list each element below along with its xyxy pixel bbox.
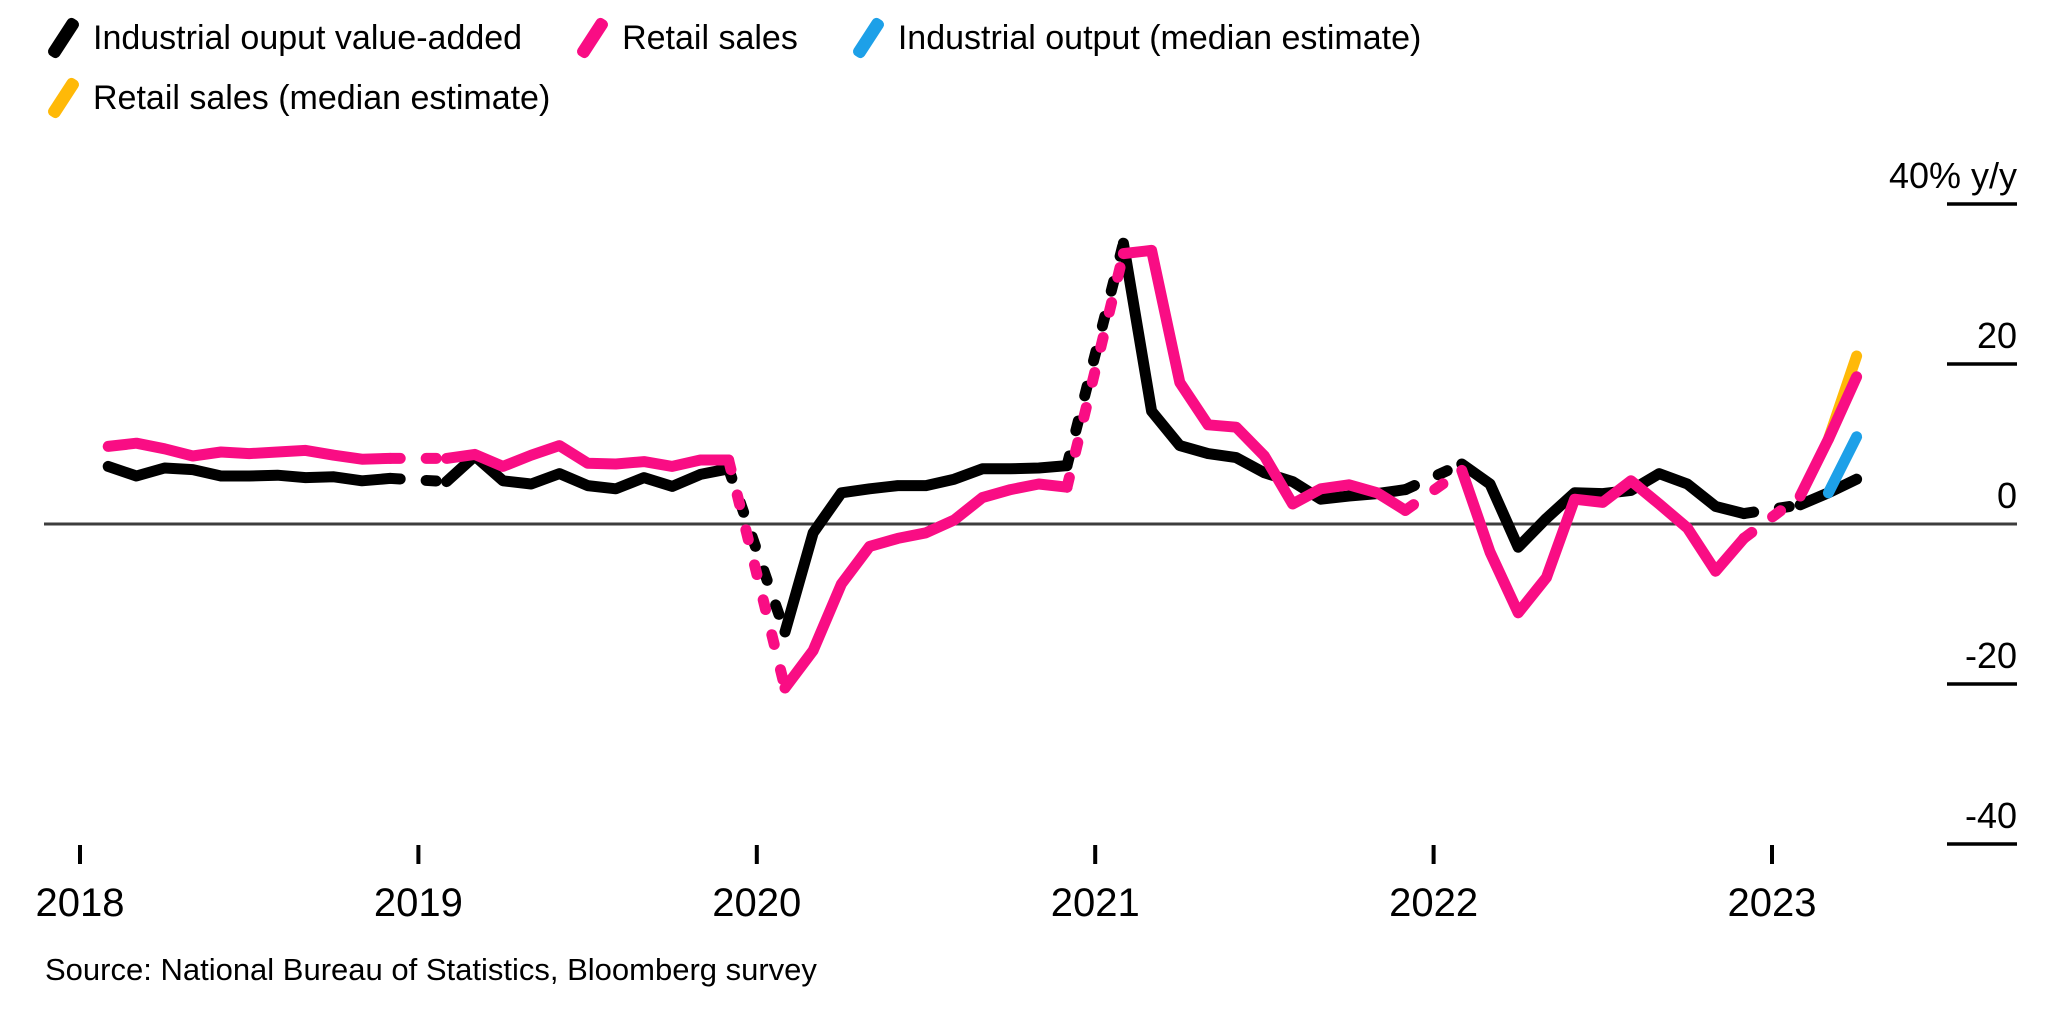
- series-segment-dashed: [723, 454, 791, 694]
- y-tick-label: 40% y/y: [1889, 155, 2017, 196]
- series-segment-dashed: [1738, 499, 1806, 520]
- series-segment-solid: [1456, 464, 1750, 619]
- y-tick-label: -40: [1965, 795, 2017, 836]
- series-segment-dashed: [723, 463, 791, 638]
- series-segment-solid: [1822, 431, 1863, 499]
- legend-label: Retail sales (median estimate): [93, 79, 551, 117]
- x-tick-label: 2021: [1051, 881, 1140, 925]
- series-retail-sales-actual: [102, 244, 1863, 694]
- series-segment-solid: [1117, 237, 1411, 505]
- x-tick-label: 2019: [374, 881, 463, 925]
- series-segment-dashed: [384, 472, 453, 488]
- legend-item-industrial-output-actual: Industrial ouput value-added: [45, 12, 522, 64]
- series-segment-solid: [1794, 371, 1863, 502]
- series-segment-solid: [779, 460, 1073, 638]
- legend-slash-icon: [45, 72, 81, 124]
- legend-label: Industrial ouput value-added: [93, 19, 523, 57]
- series-segment-solid: [1456, 458, 1750, 553]
- series-industrial-output-estimate: [1822, 431, 1863, 499]
- legend-row: Retail sales (median estimate): [45, 68, 1473, 128]
- legend-item-retail-sales-actual: Retail sales: [574, 12, 798, 64]
- legend-row: Industrial ouput value-added Retail sales…: [45, 8, 1473, 68]
- series-segment-dashed: [1399, 464, 1468, 516]
- source-note: Source: National Bureau of Statistics, B…: [45, 952, 817, 987]
- legend-label: Retail sales: [622, 19, 798, 57]
- y-axis: 40% y/y 20 0 -20 -40: [1889, 155, 2017, 846]
- legend-item-retail-sales-estimate: Retail sales (median estimate): [45, 72, 550, 124]
- legend-label: Industrial output (median estimate): [897, 19, 1422, 57]
- y-tick-label: -20: [1965, 635, 2017, 676]
- x-tick-label: 2023: [1728, 881, 1817, 925]
- series-industrial-output-actual: [102, 237, 1863, 638]
- series-segment-dashed: [1061, 248, 1129, 493]
- series-segment-solid: [441, 450, 735, 495]
- series-segment-solid: [779, 478, 1073, 694]
- legend-slash-icon: [45, 12, 81, 64]
- legend-slash-icon: [574, 12, 611, 64]
- y-tick-label: 20: [1977, 315, 2017, 356]
- series-segment-solid: [102, 460, 396, 487]
- y-tick-label: 0: [1997, 475, 2017, 516]
- series-segment-solid: [102, 437, 396, 465]
- series-segment-solid: [441, 440, 735, 472]
- x-tick-label: 2018: [36, 881, 125, 925]
- chart-legend: Industrial ouput value-added Retail sales…: [45, 8, 1473, 128]
- series-segment-dashed: [1399, 458, 1468, 496]
- x-tick-label: 2020: [712, 881, 801, 925]
- x-tick-label: 2022: [1389, 881, 1478, 925]
- series-segment-solid: [1117, 244, 1411, 516]
- legend-slash-icon: [850, 12, 886, 64]
- legend-item-industrial-output-estimate: Industrial output (median estimate): [850, 12, 1421, 64]
- series-segment-dashed: [1738, 490, 1806, 544]
- x-axis: 2018 2019 2020 2021 2022 2023: [36, 845, 1817, 925]
